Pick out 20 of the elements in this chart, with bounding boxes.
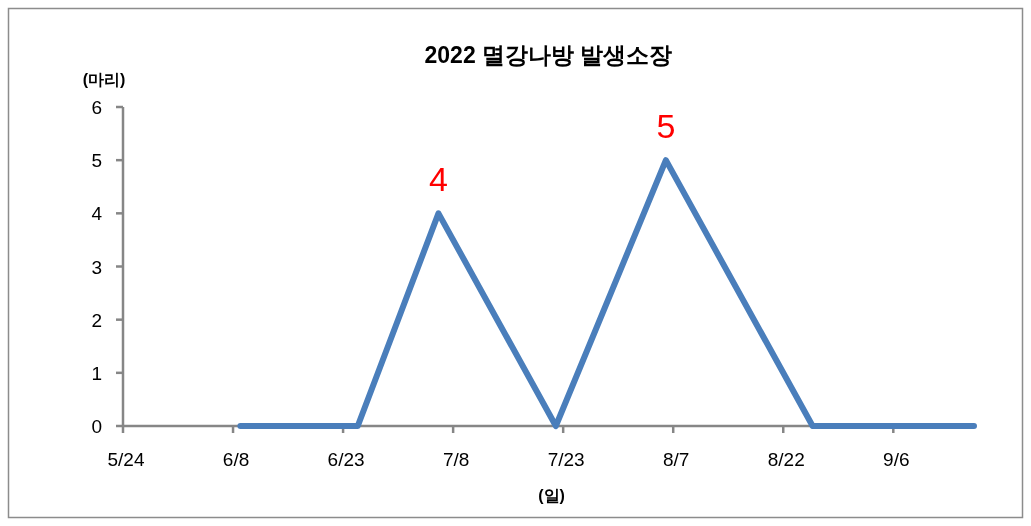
y-tick-label: 1 (91, 362, 102, 384)
y-tick-label: 5 (91, 150, 102, 172)
x-tick-label: 7/23 (547, 449, 585, 470)
y-axis-title: (마리) (82, 71, 126, 88)
x-tick-label: 5/24 (107, 449, 145, 470)
chart-title: 2022 멸강나방 발생소장 (424, 42, 673, 68)
y-tick-label: 0 (91, 416, 102, 437)
x-tick-label: 8/7 (663, 449, 690, 470)
data-label: 4 (429, 160, 448, 199)
x-tick-label: 8/22 (767, 449, 805, 470)
y-tick-label: 3 (91, 256, 102, 278)
x-axis-title: (일) (538, 487, 565, 504)
x-tick-label: 7/8 (442, 449, 470, 470)
data-label: 5 (656, 107, 676, 146)
y-tick-label: 4 (91, 203, 103, 225)
x-tick-label: 6/8 (222, 449, 250, 470)
x-tick-label: 6/23 (327, 449, 365, 470)
y-tick-label: 6 (91, 97, 102, 118)
x-tick-label: 9/6 (883, 449, 910, 470)
y-tick-label: 2 (91, 309, 102, 331)
